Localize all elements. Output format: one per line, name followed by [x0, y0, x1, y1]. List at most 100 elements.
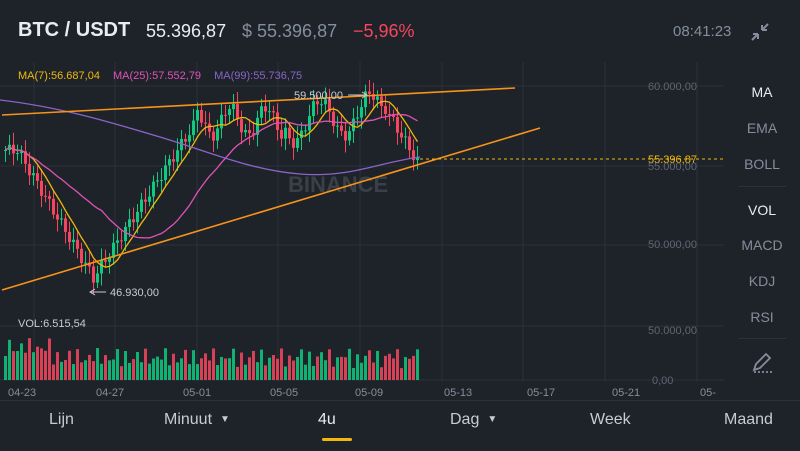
- candle-body: [180, 138, 183, 151]
- volume-bar: [76, 349, 79, 380]
- candle-body: [372, 94, 375, 100]
- candle-body: [36, 173, 39, 181]
- candle-body: [356, 117, 359, 119]
- volume-bar: [360, 362, 363, 380]
- indicator-rsi[interactable]: RSI: [750, 309, 774, 325]
- tab-lijn[interactable]: Lijn: [49, 411, 74, 428]
- tab-dag[interactable]: Dag ▼: [450, 411, 498, 428]
- ma99-legend: MA(99):55.736,75: [214, 70, 303, 82]
- volume-bar: [168, 365, 171, 380]
- pen-ruler-icon[interactable]: [750, 350, 774, 374]
- usd-price: $ 55.396,87: [242, 21, 338, 41]
- candle-body: [20, 151, 23, 154]
- clock: 08:41:23: [673, 23, 732, 40]
- volume-bar: [108, 360, 111, 380]
- ma99-line: [0, 99, 421, 176]
- volume-bar: [388, 353, 391, 380]
- volume-bar: [48, 338, 51, 380]
- candle-body: [192, 120, 195, 136]
- indicator-ema[interactable]: EMA: [746, 120, 778, 136]
- volume-bar: [324, 360, 327, 380]
- volume-bar: [272, 355, 275, 380]
- candle-body: [236, 103, 239, 120]
- high-arrow-icon: [361, 91, 368, 99]
- tab-week[interactable]: Week: [590, 411, 631, 428]
- volume-bar: [208, 360, 211, 380]
- volume-bar: [112, 359, 115, 380]
- volume-bar: [32, 352, 35, 380]
- candle-body: [276, 112, 279, 130]
- volume-bar: [264, 365, 267, 380]
- volume-bar: [228, 358, 231, 380]
- volume-bar: [368, 350, 371, 380]
- chart-area[interactable]: BINANCE 55.396,87 60.000,00 55.000,00 50.000…: [0, 62, 724, 400]
- date-axis-label: 05-01: [183, 387, 211, 399]
- candle-body: [144, 199, 147, 202]
- candle-body: [140, 199, 143, 212]
- tab-minuut[interactable]: Minuut ▼: [164, 411, 230, 428]
- candle-body: [384, 106, 387, 114]
- indicator-macd[interactable]: MACD: [741, 237, 783, 253]
- trading-pair[interactable]: BTC / USDT: [18, 19, 131, 41]
- date-axis-label: 05-17: [527, 387, 555, 399]
- volume-axis-label: 50.000,00: [648, 325, 697, 337]
- candle-body: [284, 127, 287, 139]
- candle-body: [340, 125, 343, 131]
- candle-body: [400, 132, 403, 138]
- high-label: 59.500,00: [294, 90, 343, 102]
- volume-bar: [408, 358, 411, 380]
- volume-bar: [80, 362, 83, 380]
- candlestick-chart[interactable]: BINANCE 55.396,87 60.000,00 55.000,00 50.000…: [0, 62, 724, 400]
- interval-tabs: Lijn Minuut ▼ 4u Dag ▼ Week Maand: [0, 400, 800, 451]
- candle-body: [264, 106, 267, 112]
- candle-body: [200, 109, 203, 123]
- indicator-divider: [738, 186, 786, 187]
- candle-body: [56, 214, 59, 220]
- candle-body: [196, 109, 199, 121]
- volume-bar: [176, 362, 179, 380]
- volume-bar: [376, 350, 379, 380]
- volume-bar: [40, 348, 43, 380]
- candle-body: [364, 91, 367, 108]
- candle-body: [260, 106, 263, 118]
- volume-bar: [384, 355, 387, 380]
- ma25-line: [5, 113, 418, 239]
- indicator-boll[interactable]: BOLL: [744, 156, 780, 172]
- volume-bar: [240, 352, 243, 380]
- candle-body: [92, 266, 95, 283]
- candle-body: [120, 240, 123, 242]
- candle-body: [32, 173, 35, 176]
- candle-body: [300, 130, 303, 139]
- candle-body: [280, 129, 283, 139]
- candle-body: [396, 116, 399, 133]
- indicator-kdj[interactable]: KDJ: [748, 273, 776, 289]
- indicator-ma[interactable]: MA: [751, 84, 773, 100]
- tab-4u[interactable]: 4u: [318, 411, 336, 428]
- candle-body: [228, 109, 231, 115]
- active-tab-indicator: [322, 438, 352, 441]
- candle-body: [72, 239, 75, 243]
- volume-bar: [164, 348, 167, 380]
- candle-body: [148, 196, 151, 202]
- low-arrow-icon: [89, 288, 96, 296]
- date-axis-label: 05-21: [612, 387, 640, 399]
- volume-bar: [192, 350, 195, 380]
- collapse-arrows-icon[interactable]: [748, 20, 772, 44]
- candle-body: [296, 138, 299, 148]
- candle-body: [212, 131, 215, 141]
- volume-bar: [172, 353, 175, 380]
- candle-body: [220, 114, 223, 129]
- volume-bar: [196, 364, 199, 380]
- caret-down-icon: ▼: [487, 414, 498, 425]
- volume-bar: [244, 364, 247, 380]
- candle-body: [16, 153, 19, 155]
- candle-body: [112, 242, 115, 258]
- tab-maand[interactable]: Maand: [724, 411, 773, 428]
- indicator-vol[interactable]: VOL: [747, 202, 776, 218]
- volume-bar: [344, 357, 347, 380]
- candle-body: [408, 136, 411, 151]
- volume-bar: [128, 362, 131, 380]
- candle-body: [128, 219, 131, 227]
- volume-legend: VOL:6.515,54: [18, 318, 86, 330]
- date-axis-label: 05-: [700, 387, 716, 399]
